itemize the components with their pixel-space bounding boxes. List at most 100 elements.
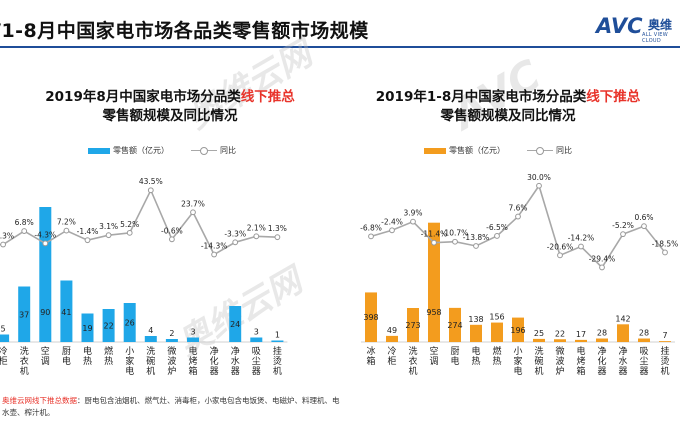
right-category-label-6: 燃	[492, 345, 501, 357]
left-category-label-8: 洗	[146, 345, 155, 357]
right-yoy-point-11	[599, 264, 605, 271]
left-yoy-point-13	[253, 233, 260, 240]
left-category-label-14: 机	[273, 365, 282, 377]
right-category-label-4: 电	[450, 355, 459, 367]
right-yoy-label-8: 30.0%	[527, 173, 551, 182]
right-bar-12	[617, 324, 629, 342]
left-yoy-label-11: -14.3%	[201, 242, 228, 251]
right-bar-10	[575, 339, 587, 342]
right-yoy-point-9	[557, 252, 563, 259]
right-yoy-point-2	[410, 218, 416, 225]
left-category-label-13: 吸	[252, 346, 261, 357]
left-category-label-9: 炉	[167, 365, 176, 377]
left-category-label-10: 烤	[188, 355, 197, 367]
right-category-label-9: 波	[555, 355, 564, 367]
right-bar-1	[386, 335, 398, 342]
right-bar-11	[596, 338, 608, 342]
legend-line-label: 同比	[556, 146, 572, 155]
left-yoy-point-5	[84, 237, 91, 244]
left-category-label-13: 器	[252, 366, 261, 377]
right-bar-label-8: 25	[534, 329, 544, 338]
right-yoy-point-10	[578, 243, 584, 250]
right-bar-14	[659, 341, 671, 342]
right-bar-label-14: 7	[662, 331, 667, 340]
right-category-label-13: 吸	[639, 346, 648, 357]
left-bar-label-3: 90	[40, 308, 50, 317]
right-bar-2	[407, 307, 419, 342]
left-category-label-3: 空	[41, 345, 50, 357]
header-divider	[0, 46, 680, 48]
left-yoy-label-9: -0.6%	[161, 226, 183, 235]
left-category-label-4: 厨	[62, 346, 71, 357]
left-bar-13	[250, 337, 263, 342]
footnote-note: ：厨电包含油烟机、燃气灶、消毒柜，小家电包含电饭煲、电磁炉、料理机、电水壶、榨汁…	[2, 396, 340, 417]
left-bar-label-7: 26	[125, 319, 135, 328]
left-category-label-2: 衣	[20, 355, 29, 367]
left-title-highlight: 线下推总	[240, 89, 295, 105]
right-category-label-2: 洗	[408, 345, 417, 357]
left-bar-label-13: 3	[254, 328, 259, 337]
right-bar-13	[638, 338, 650, 342]
right-category-label-8: 机	[534, 365, 543, 377]
left-yoy-point-7	[126, 229, 133, 236]
legend-line-swatch	[527, 146, 553, 155]
legend-line-swatch	[191, 146, 217, 155]
left-yoy-label-6: 3.1%	[99, 222, 118, 231]
left-category-label-10: 电	[188, 345, 197, 357]
right-bar-label-2: 273	[405, 321, 420, 330]
right-category-label-11: 器	[597, 366, 606, 377]
left-category-label-6: 热	[104, 355, 113, 367]
right-yoy-label-10: -14.2%	[568, 234, 595, 243]
right-yoy-point-1	[389, 227, 395, 234]
right-chart-legend: 零售额（亿元） 同比	[424, 145, 572, 156]
right-bar-0	[365, 292, 377, 342]
right-bar-label-4: 274	[447, 321, 462, 330]
left-category-label-12: 器	[231, 366, 240, 377]
left-yoy-label-2: 6.8%	[15, 218, 34, 227]
left-bar-8	[144, 336, 157, 342]
right-yoy-point-0	[368, 233, 374, 240]
left-yoy-label-14: 1.3%	[268, 224, 287, 233]
left-bar-1	[0, 334, 10, 342]
left-chart-title: 2019年8月中国家电市场分品类线下推总 零售额规模及同比情况	[0, 88, 340, 126]
left-yoy-point-12	[232, 239, 239, 246]
left-chart-legend: 零售额（亿元） 同比	[88, 145, 236, 156]
right-category-label-0: 冰	[366, 345, 375, 357]
right-category-label-9: 微	[555, 345, 564, 357]
right-yoy-point-6	[494, 233, 500, 239]
left-yoy-point-10	[190, 209, 196, 216]
left-category-label-10: 箱	[188, 365, 197, 377]
left-bar-6	[102, 309, 115, 342]
right-category-label-9: 炉	[555, 365, 564, 377]
left-category-label-8: 机	[146, 365, 155, 377]
right-category-label-6: 热	[492, 355, 501, 367]
left-category-label-7: 家	[125, 355, 134, 367]
right-category-label-3: 调	[429, 356, 438, 367]
right-category-label-10: 箱	[576, 365, 585, 377]
logo-en-text: ALL VIEW CLOUD	[642, 32, 668, 44]
left-category-label-1: 柜	[0, 355, 8, 367]
left-category-label-4: 电	[62, 355, 71, 367]
left-bar-label-9: 2	[169, 329, 174, 338]
legend-bar-swatch	[424, 147, 446, 154]
left-yoy-label-4: 7.2%	[57, 218, 76, 227]
right-category-label-7: 小	[513, 346, 522, 357]
right-yoy-label-4: -10.7%	[442, 229, 469, 238]
right-yoy-point-4	[452, 238, 458, 245]
right-yoy-point-14	[662, 249, 668, 256]
left-category-label-2: 洗	[20, 345, 29, 357]
right-bar-label-10: 17	[576, 330, 586, 339]
footnote-source: 奥维云网线下推总数据	[2, 396, 77, 405]
left-category-label-5: 热	[83, 355, 92, 367]
left-yoy-label-1: -5.3%	[0, 232, 14, 241]
left-category-label-9: 微	[167, 345, 176, 357]
left-bar-label-5: 19	[82, 324, 92, 333]
right-category-label-2: 机	[408, 365, 417, 377]
right-category-label-10: 烤	[576, 355, 585, 367]
legend-bar-label: 零售额（亿元）	[449, 146, 505, 155]
page-header: /1-8月中国家电市场各品类零售额市场规模 AVC 奥维 ALL VIEW CL…	[0, 0, 680, 50]
right-category-label-7: 电	[513, 365, 522, 377]
left-bar-14	[271, 340, 284, 342]
right-title-prefix: 2019年1-8月中国家电市场分品类	[375, 89, 587, 105]
left-yoy-label-13: 2.1%	[247, 223, 266, 232]
